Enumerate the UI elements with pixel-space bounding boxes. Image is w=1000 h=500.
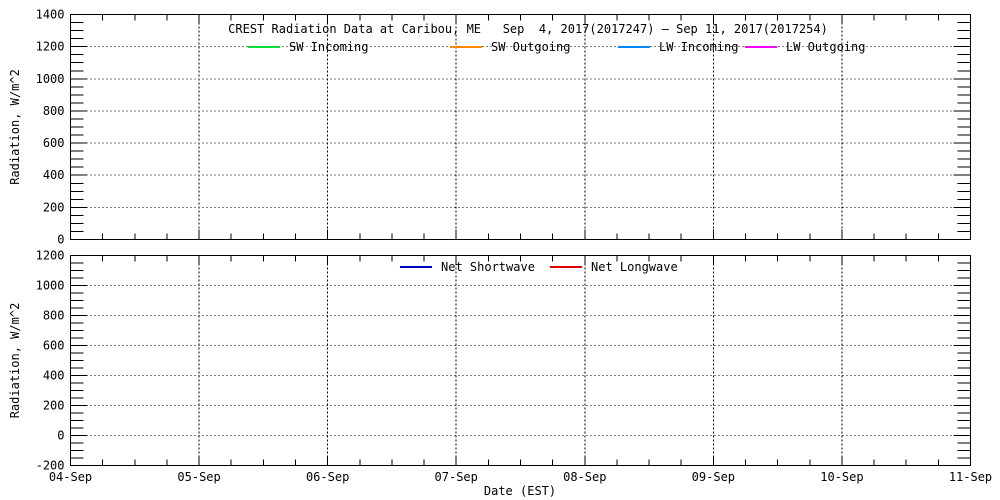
- y-tick-label: 1400: [36, 8, 65, 22]
- x-tick-label: 11-Sep: [949, 470, 992, 484]
- x-tick-label: 04-Sep: [49, 470, 92, 484]
- y-tick-label: 800: [43, 309, 65, 323]
- y-tick-label: 400: [43, 369, 65, 383]
- y-tick-label: 1200: [36, 40, 65, 54]
- x-tick-label: 07-Sep: [435, 470, 478, 484]
- y-axis-label: Radiation, W/m^2: [8, 69, 22, 185]
- y-axis-label: Radiation, W/m^2: [8, 303, 22, 419]
- y-tick-label: 0: [57, 233, 64, 247]
- x-tick-label: 08-Sep: [563, 470, 606, 484]
- y-tick-label: 1200: [36, 249, 65, 263]
- x-axis-label: Date (EST): [484, 484, 556, 498]
- x-tick-label: 05-Sep: [177, 470, 220, 484]
- y-tick-label: -200: [36, 459, 65, 473]
- legend-label: LW Outgoing: [786, 40, 865, 54]
- y-tick-label: 0: [57, 429, 64, 443]
- x-tick-label: 06-Sep: [306, 470, 349, 484]
- legend-label: Net Shortwave: [441, 260, 535, 274]
- plot-frame: [70, 14, 971, 240]
- legend-label: SW Incoming: [289, 40, 368, 54]
- legend-label: SW Outgoing: [491, 40, 570, 54]
- x-tick-label: 09-Sep: [692, 470, 735, 484]
- y-tick-label: 400: [43, 168, 65, 182]
- chart-title: CREST Radiation Data at Caribou, ME Sep …: [228, 22, 828, 36]
- y-tick-label: 200: [43, 200, 65, 214]
- y-tick-label: 200: [43, 399, 65, 413]
- x-tick-label: 10-Sep: [820, 470, 863, 484]
- y-tick-label: 800: [43, 104, 65, 118]
- legend-label: LW Incoming: [659, 40, 738, 54]
- y-tick-label: 600: [43, 136, 65, 150]
- y-tick-label: 1000: [36, 279, 65, 293]
- y-tick-label: 600: [43, 339, 65, 353]
- legend-label: Net Longwave: [591, 260, 678, 274]
- plot-frame: [70, 255, 971, 466]
- y-tick-label: 1000: [36, 72, 65, 86]
